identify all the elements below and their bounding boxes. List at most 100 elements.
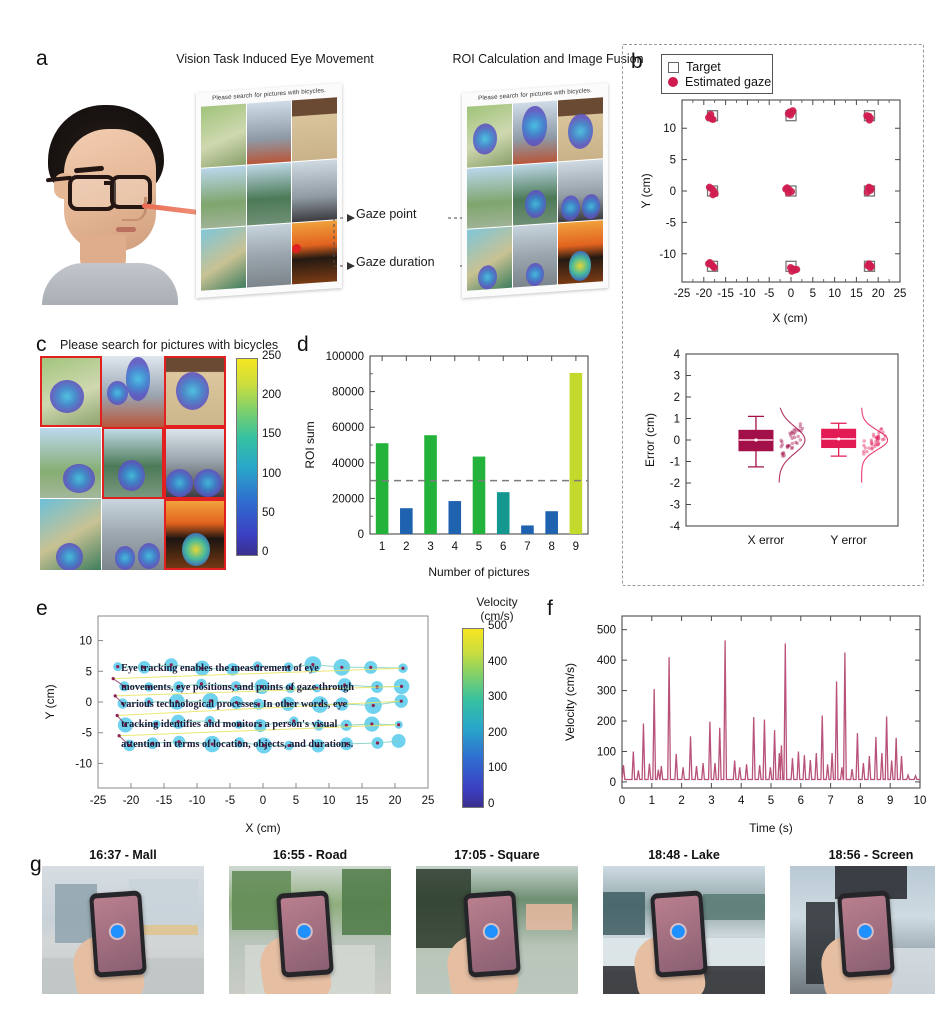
panel-g-photo: [42, 866, 204, 994]
svg-text:0: 0: [610, 777, 616, 789]
grid-cell: [102, 427, 164, 499]
svg-text:20000: 20000: [332, 493, 364, 505]
panel-f-xlabel: Time (s): [749, 821, 793, 835]
panel-g-caption: 17:05 - Square: [454, 848, 540, 862]
svg-text:0: 0: [788, 288, 794, 300]
svg-text:80000: 80000: [332, 387, 364, 399]
photo-accent: [139, 924, 198, 936]
svg-text:1: 1: [674, 414, 680, 426]
panel-e-label: e: [36, 597, 48, 620]
svg-text:-10: -10: [75, 758, 92, 770]
grid-cell: [201, 165, 246, 230]
colorbar-tick: 50: [262, 506, 275, 519]
svg-text:-20: -20: [695, 288, 712, 300]
svg-text:10: 10: [914, 795, 927, 807]
svg-text:20: 20: [389, 795, 402, 807]
picture-grid-left: [201, 97, 337, 291]
colorbar-tick: 400: [488, 655, 508, 668]
panel-d-ylabel: ROI sum: [303, 421, 317, 468]
svg-text:10: 10: [323, 795, 336, 807]
svg-text:25: 25: [894, 288, 907, 300]
svg-text:2: 2: [678, 795, 684, 807]
colorbar-tick: 500: [488, 620, 508, 632]
grid-cell: [512, 223, 558, 288]
svg-text:7: 7: [524, 541, 530, 553]
svg-text:3: 3: [708, 795, 714, 807]
bar: [375, 443, 389, 534]
colorbar-tick: 100: [488, 762, 508, 775]
svg-text:5: 5: [476, 541, 482, 553]
panel-d-xlabel: Number of pictures: [428, 565, 529, 579]
legend-target-label: Target: [686, 60, 721, 74]
phone-shape: [837, 889, 895, 978]
svg-text:4: 4: [452, 541, 459, 553]
gaze-dot-icon: [297, 923, 312, 938]
svg-text:4: 4: [738, 795, 745, 807]
bar: [569, 372, 583, 534]
svg-text:100: 100: [597, 746, 616, 758]
grid-cell: [558, 97, 603, 162]
svg-text:0: 0: [619, 795, 625, 807]
grid-cell: [102, 499, 164, 570]
svg-text:0: 0: [670, 186, 676, 198]
grid-cell: [164, 356, 226, 427]
photo-accent: [887, 947, 935, 994]
overlay-text-line: Eye tracking enables the measurement of …: [121, 663, 319, 674]
bar: [400, 508, 413, 534]
phone-shape: [89, 889, 147, 978]
svg-text:-25: -25: [90, 795, 107, 807]
panel-b-ylabel: Y (cm): [639, 173, 653, 208]
panel-e-gaze-plot: -25 -20 -15 -10 -5 0 5 10 15 20 25 -10 -5 0 5 10 Eye tr…: [43, 615, 434, 835]
svg-text:0: 0: [86, 697, 92, 709]
stimulus-board-left: Please search for pictures with bicycles…: [196, 82, 342, 299]
panel-g-item: 16:37 - Mall: [42, 848, 204, 1013]
colorbar-tick: 150: [262, 428, 282, 441]
grid-cell: [102, 356, 164, 427]
svg-text:0: 0: [674, 435, 680, 447]
svg-text:1: 1: [649, 795, 655, 807]
svg-text:6: 6: [798, 795, 804, 807]
legend-gaze-label: Estimated gaze: [685, 75, 772, 89]
velocity-colorbar-title: Velocity (cm/s): [452, 595, 542, 623]
svg-text:-3: -3: [670, 500, 680, 512]
glasses-bridge-icon: [104, 181, 114, 185]
panel-g-photo: [603, 866, 765, 994]
grid-cell: [467, 103, 512, 168]
svg-text:-4: -4: [670, 521, 681, 533]
svg-text:400: 400: [597, 655, 616, 667]
colorbar-tick: 250: [262, 350, 282, 362]
svg-text:Y error: Y error: [830, 533, 866, 547]
svg-text:200: 200: [597, 716, 616, 728]
grid-cell: [40, 427, 102, 499]
svg-text:20: 20: [872, 288, 885, 300]
panel-g-item: 18:48 - Lake: [603, 848, 765, 1013]
panel-d-label: d: [297, 333, 309, 356]
svg-text:9: 9: [887, 795, 893, 807]
overlay-text-line: various technological processes. In othe…: [121, 699, 348, 710]
panel-c-colorbar: [236, 358, 258, 556]
panel-f-label: f: [547, 597, 553, 620]
velocity-colorbar-title-text: Velocity: [476, 595, 518, 609]
svg-text:8: 8: [548, 541, 554, 553]
velocity-colorbar-unit-text: (cm/s): [480, 609, 514, 623]
grid-cell: [246, 100, 292, 165]
panel-g-photo: [790, 866, 935, 994]
svg-text:3: 3: [674, 371, 680, 383]
panel-a-title-right: ROI Calculation and Image Fusion: [452, 52, 644, 66]
panel-c-title: Please search for pictures with bicycles: [60, 338, 279, 352]
overlay-text-line: tracking identifies and monitors a perso…: [121, 719, 337, 730]
panel-a-title-left: Vision Task Induced Eye Movement: [176, 52, 374, 66]
legend-target-marker-icon: [668, 61, 679, 73]
error-boxplot: -4 -3 -2 -1 0 1 2 3 4 Error (cm) X error Y error: [643, 349, 899, 547]
overlay-text-line: attention in terms of location, objects,…: [121, 739, 354, 750]
bar: [424, 435, 437, 534]
phone-screen: [93, 895, 143, 973]
svg-text:0: 0: [358, 529, 364, 541]
gaze-dot-icon: [110, 923, 125, 938]
arrow-label-gaze-duration: Gaze duration: [356, 255, 435, 269]
svg-text:-10: -10: [659, 249, 676, 261]
svg-text:-5: -5: [764, 288, 774, 300]
svg-text:7: 7: [827, 795, 833, 807]
face-illustration: [34, 105, 230, 305]
arrow-label-gaze-point: Gaze point: [356, 207, 417, 221]
